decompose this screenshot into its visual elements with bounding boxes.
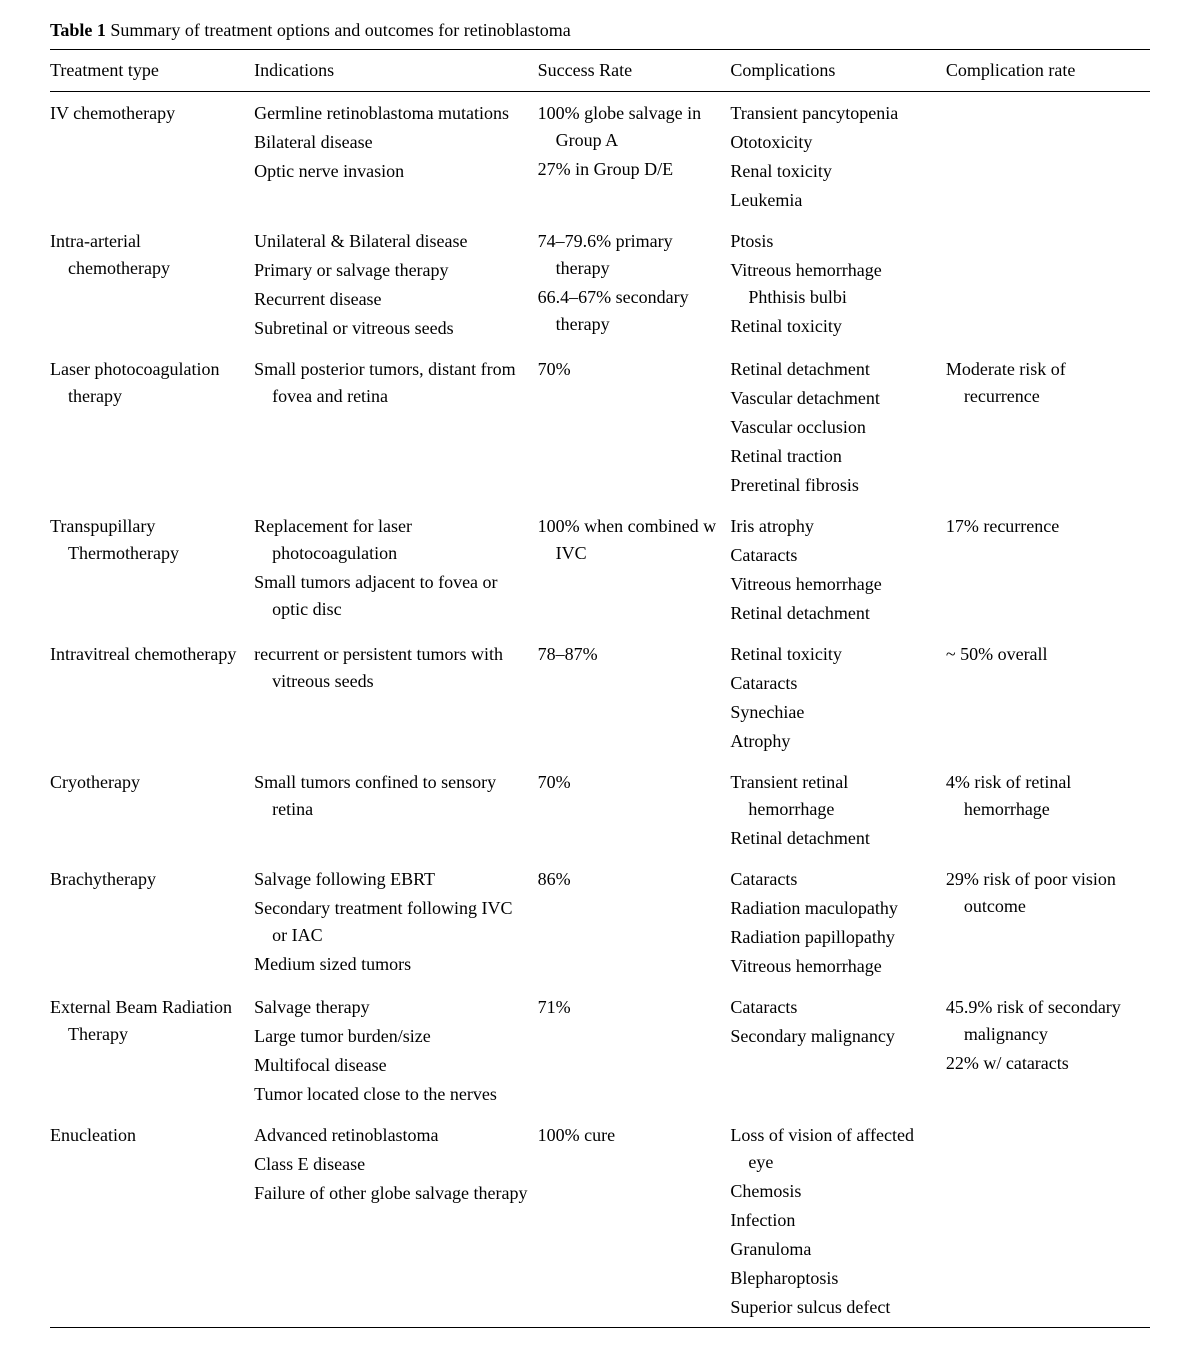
cell-indications: Small posterior tumors, distant from fov… — [254, 348, 538, 505]
cell-complication-rate: ~ 50% overall — [946, 633, 1150, 761]
cell-success: 78–87% — [538, 633, 731, 761]
cell-complication-rate: 29% risk of poor vision outcome — [946, 858, 1150, 986]
col-header-rate: Complication rate — [946, 50, 1150, 92]
cell-treatment: IV chemotherapy — [50, 92, 254, 221]
table-title: Table 1 Summary of treatment options and… — [50, 20, 1150, 41]
cell-treatment: Intravitreal chemotherapy — [50, 633, 254, 761]
table-body: IV chemotherapyGermline retinoblastoma m… — [50, 92, 1150, 1328]
cell-success: 100% globe salvage in Group A27% in Grou… — [538, 92, 731, 221]
cell-complications: PtosisVitreous hemorrhage Phthisis bulbi… — [730, 220, 945, 348]
cell-indications: Germline retinoblastoma mutationsBilater… — [254, 92, 538, 221]
table-row: Intra-arterial chemotherapyUnilateral & … — [50, 220, 1150, 348]
cell-complication-rate — [946, 92, 1150, 221]
col-header-indications: Indications — [254, 50, 538, 92]
cell-indications: Small tumors confined to sensory retina — [254, 761, 538, 858]
cell-treatment: Brachytherapy — [50, 858, 254, 986]
cell-complications: Retinal toxicityCataractsSynechiaeAtroph… — [730, 633, 945, 761]
table-container: Table 1 Summary of treatment options and… — [50, 20, 1150, 1328]
cell-success: 100% cure — [538, 1114, 731, 1328]
cell-complications: CataractsSecondary malignancy — [730, 986, 945, 1114]
table-row: CryotherapySmall tumors confined to sens… — [50, 761, 1150, 858]
cell-indications: recurrent or persistent tumors with vitr… — [254, 633, 538, 761]
cell-complications: Iris atrophyCataractsVitreous hemorrhage… — [730, 505, 945, 633]
cell-complications: Loss of vision of affected eyeChemosisIn… — [730, 1114, 945, 1328]
cell-indications: Advanced retinoblastomaClass E diseaseFa… — [254, 1114, 538, 1328]
table-row: BrachytherapySalvage following EBRTSecon… — [50, 858, 1150, 986]
cell-complications: CataractsRadiation maculopathyRadiation … — [730, 858, 945, 986]
cell-treatment: Transpupillary Thermotherapy — [50, 505, 254, 633]
cell-indications: Salvage following EBRTSecondary treatmen… — [254, 858, 538, 986]
cell-indications: Unilateral & Bilateral diseasePrimary or… — [254, 220, 538, 348]
table-label: Table 1 — [50, 20, 106, 40]
cell-success: 74–79.6% primary therapy66.4–67% seconda… — [538, 220, 731, 348]
cell-complications: Transient pancytopeniaOtotoxicityRenal t… — [730, 92, 945, 221]
cell-success: 71% — [538, 986, 731, 1114]
treatment-table: Treatment type Indications Success Rate … — [50, 49, 1150, 1328]
cell-complications: Retinal detachmentVascular detachmentVas… — [730, 348, 945, 505]
cell-complication-rate — [946, 1114, 1150, 1328]
cell-success: 70% — [538, 761, 731, 858]
cell-treatment: Enucleation — [50, 1114, 254, 1328]
table-row: External Beam Radiation TherapySalvage t… — [50, 986, 1150, 1114]
table-row: Transpupillary ThermotherapyReplacement … — [50, 505, 1150, 633]
table-row: Laser photocoagulation therapySmall post… — [50, 348, 1150, 505]
cell-complication-rate: 17% recurrence — [946, 505, 1150, 633]
cell-indications: Salvage therapyLarge tumor burden/sizeMu… — [254, 986, 538, 1114]
col-header-treatment: Treatment type — [50, 50, 254, 92]
table-row: IV chemotherapyGermline retinoblastoma m… — [50, 92, 1150, 221]
cell-indications: Replacement for laser photocoagulationSm… — [254, 505, 538, 633]
cell-treatment: Cryotherapy — [50, 761, 254, 858]
cell-treatment: Laser photocoagulation therapy — [50, 348, 254, 505]
header-row: Treatment type Indications Success Rate … — [50, 50, 1150, 92]
cell-complication-rate: 4% risk of retinal hemorrhage — [946, 761, 1150, 858]
cell-treatment: External Beam Radiation Therapy — [50, 986, 254, 1114]
table-caption: Summary of treatment options and outcome… — [110, 20, 570, 40]
cell-complication-rate: Moderate risk of recurrence — [946, 348, 1150, 505]
cell-success: 86% — [538, 858, 731, 986]
cell-success: 100% when combined w IVC — [538, 505, 731, 633]
cell-complications: Transient retinal hemorrhageRetinal deta… — [730, 761, 945, 858]
col-header-success: Success Rate — [538, 50, 731, 92]
cell-complication-rate: 45.9% risk of secondary malignancy22% w/… — [946, 986, 1150, 1114]
table-row: Intravitreal chemotherapyrecurrent or pe… — [50, 633, 1150, 761]
col-header-complications: Complications — [730, 50, 945, 92]
cell-complication-rate — [946, 220, 1150, 348]
cell-success: 70% — [538, 348, 731, 505]
table-row: EnucleationAdvanced retinoblastomaClass … — [50, 1114, 1150, 1328]
cell-treatment: Intra-arterial chemotherapy — [50, 220, 254, 348]
